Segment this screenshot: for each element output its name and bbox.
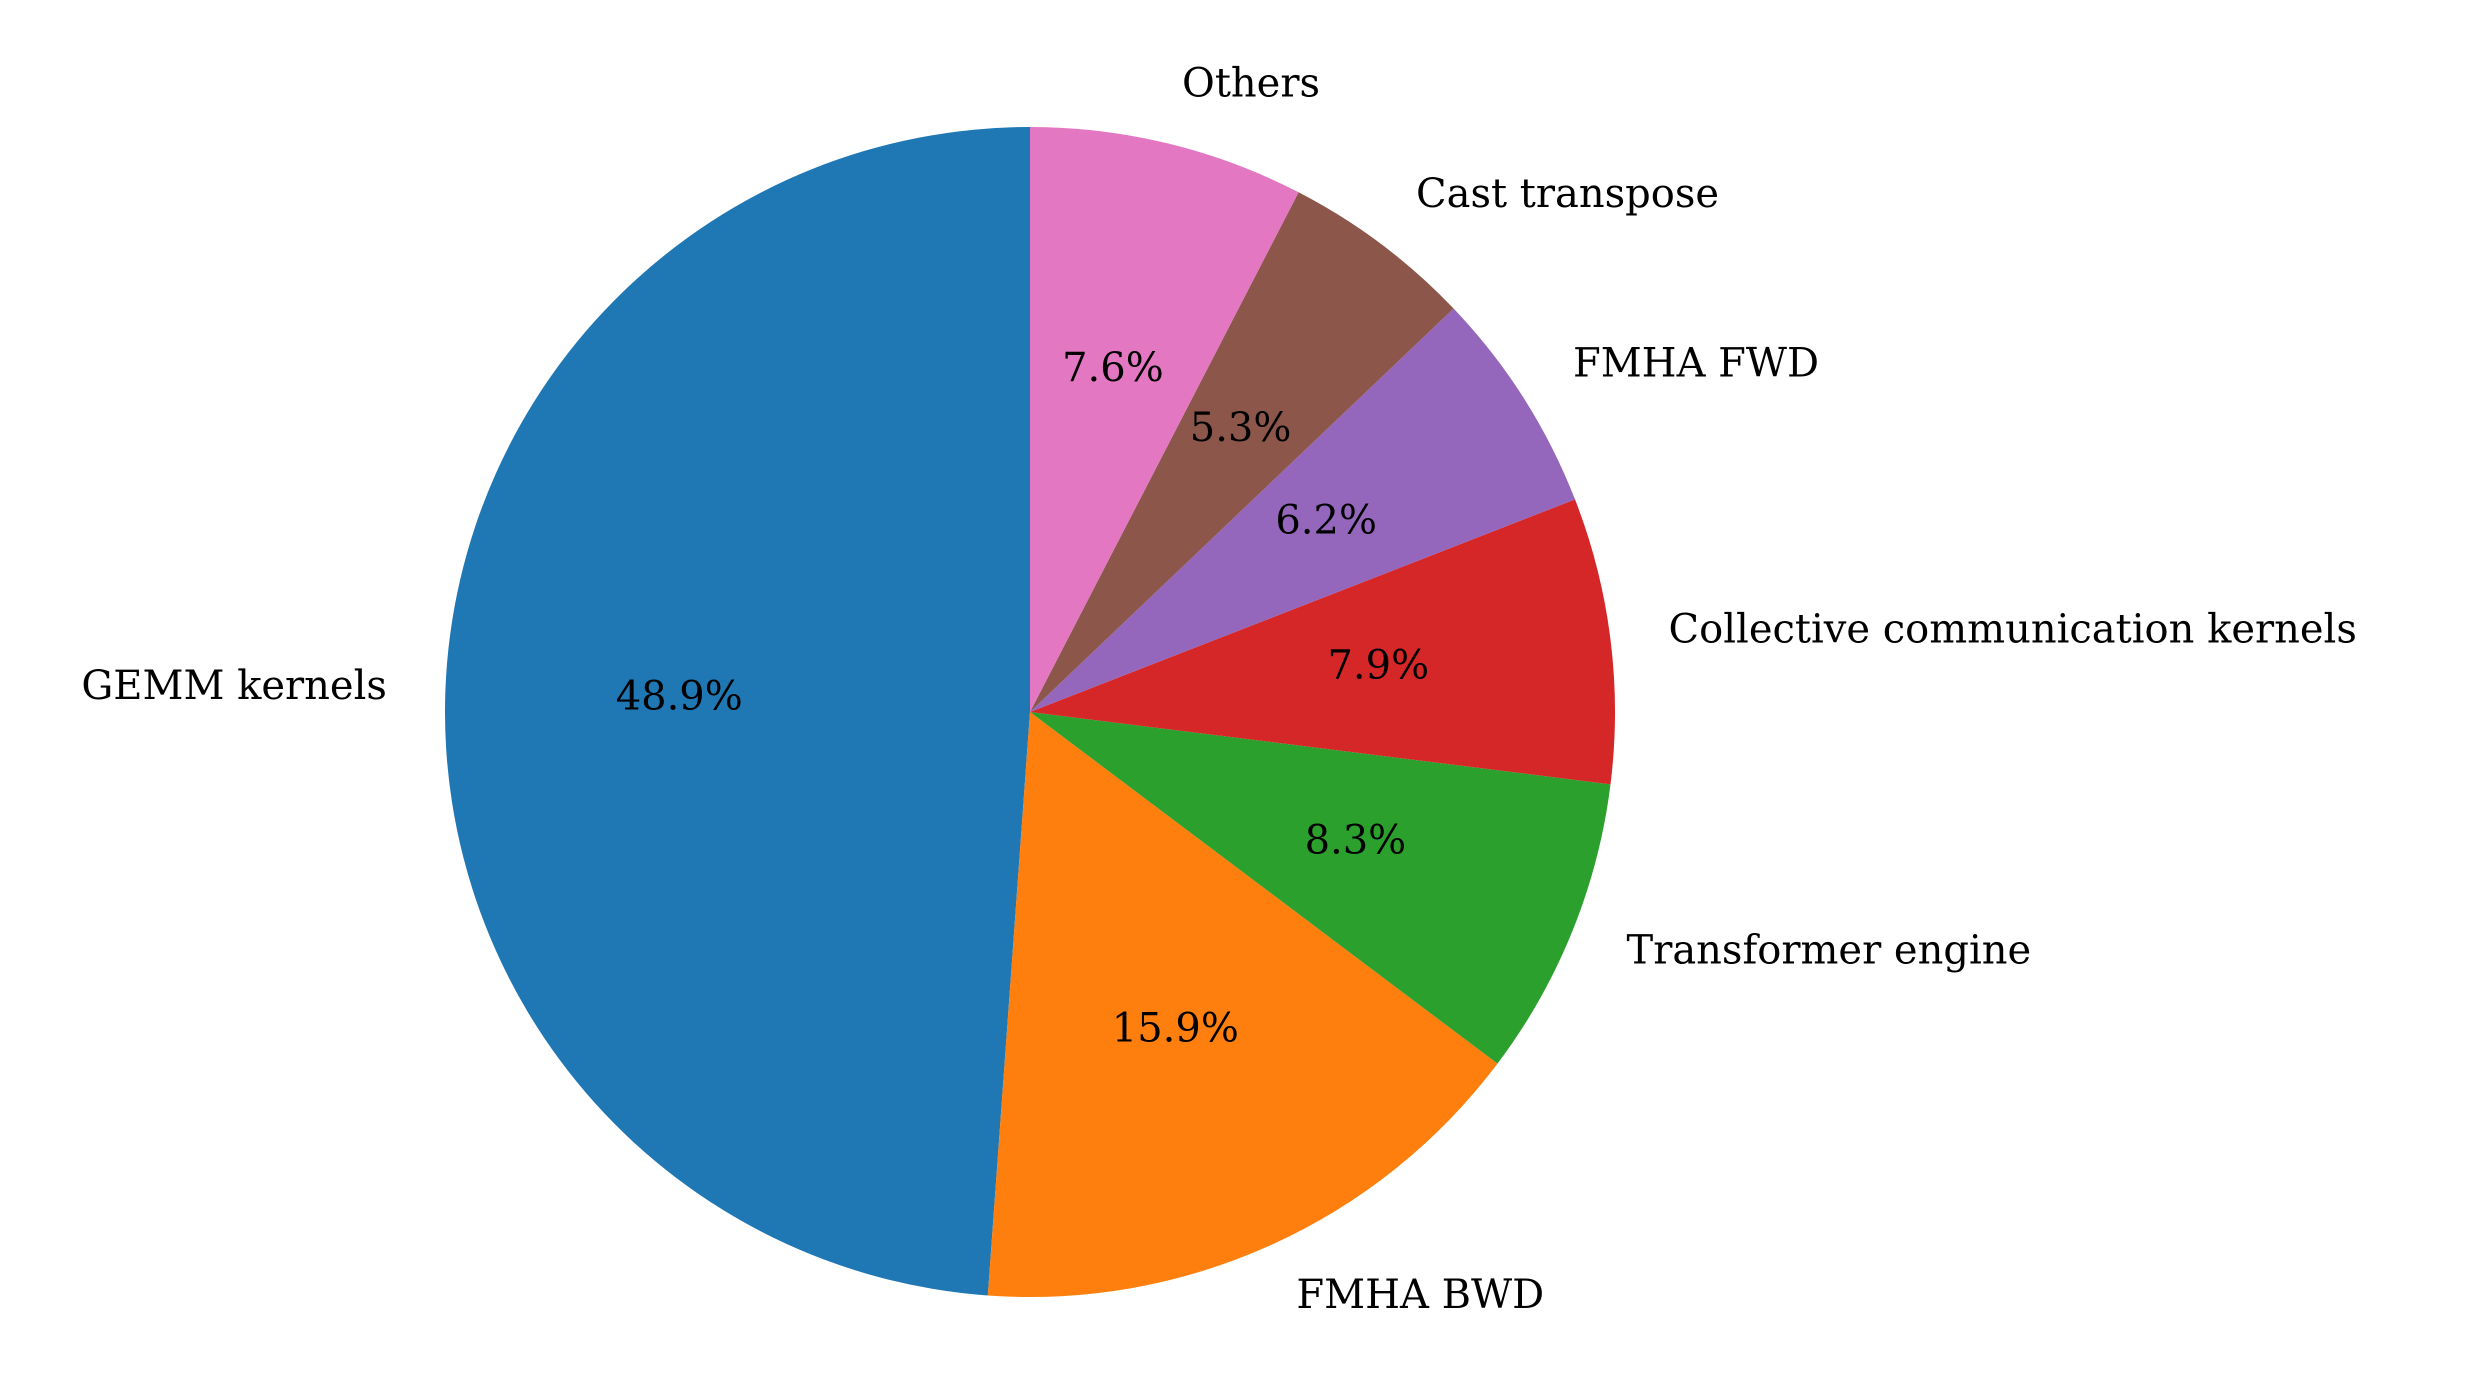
pie-slice [1030,712,1611,1064]
slice-label: FMHA BWD [1296,1272,1544,1318]
slice-label: FMHA FWD [1573,341,1819,387]
slice-label: Others [1182,61,1320,107]
slice-label: Collective communication kernels [1669,606,2357,652]
pie-slice [1030,127,1299,712]
value-label: 5.3% [1190,405,1292,451]
value-label: 6.2% [1275,498,1377,544]
pie-slice [1030,192,1454,712]
value-label: 7.9% [1327,643,1429,689]
value-label: 7.6% [1062,345,1164,391]
slice-label: Transformer engine [1627,927,2032,973]
pie-slice [987,712,1498,1297]
pie-slice [1030,499,1615,785]
value-label: 48.9% [616,673,743,719]
pie-slice [1030,308,1576,712]
slice-label: Cast transpose [1416,171,1719,217]
pie-slice [445,127,1030,1296]
slice-label: GEMM kernels [81,663,387,709]
value-label: 8.3% [1305,818,1407,864]
value-label: 15.9% [1112,1006,1239,1052]
